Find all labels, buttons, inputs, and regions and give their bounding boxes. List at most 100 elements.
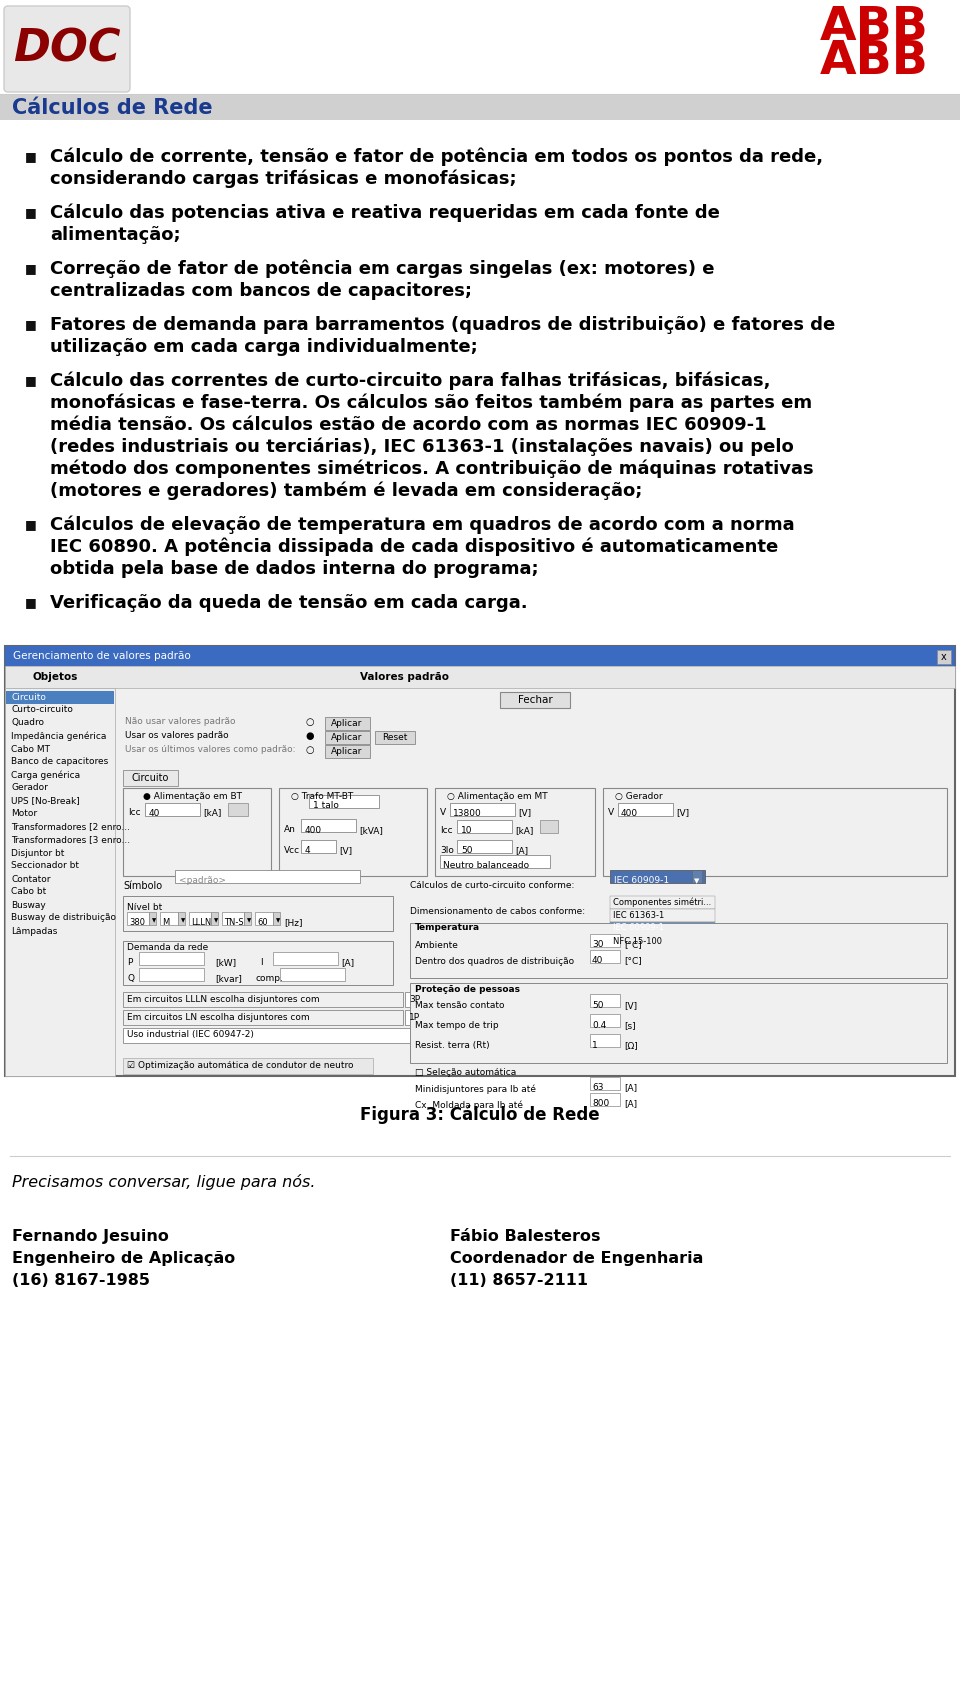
Text: ○ Trafo MT-BT: ○ Trafo MT-BT	[291, 792, 353, 801]
Bar	[123, 1057, 373, 1074]
Text: [A]: [A]	[515, 847, 528, 855]
Text: Cabo MT: Cabo MT	[11, 745, 50, 753]
Text: 50: 50	[461, 847, 472, 855]
Bar	[123, 993, 403, 1006]
Text: Correção de fator de potência em cargas singelas (ex: motores) e: Correção de fator de potência em cargas …	[50, 260, 714, 278]
Text: Reset: Reset	[382, 733, 408, 743]
Text: 800: 800	[592, 1100, 610, 1108]
Bar	[610, 871, 705, 882]
Text: Disjuntor bt: Disjuntor bt	[11, 848, 64, 857]
Bar	[325, 745, 370, 759]
Text: 1: 1	[592, 1040, 598, 1050]
Text: LLLN: LLLN	[191, 918, 211, 927]
Text: ▼: ▼	[181, 918, 185, 923]
Bar	[123, 1028, 447, 1044]
Text: média tensão. Os cálculos estão de acordo com as normas IEC 60909-1: média tensão. Os cálculos estão de acord…	[50, 416, 767, 434]
Text: DOC: DOC	[13, 27, 121, 71]
Bar	[160, 911, 178, 925]
Text: Temperatura: Temperatura	[415, 923, 480, 932]
Bar	[325, 731, 370, 743]
Text: ■: ■	[25, 149, 36, 163]
Text: Objetos: Objetos	[33, 672, 78, 682]
Text: Coordenador de Engenharia: Coordenador de Engenharia	[450, 1251, 704, 1266]
Text: [kvar]: [kvar]	[215, 974, 242, 983]
Text: 0.4: 0.4	[592, 1022, 607, 1030]
Text: IEC 61363-1: IEC 61363-1	[613, 911, 664, 920]
Text: V: V	[440, 808, 446, 816]
Text: [V]: [V]	[518, 808, 531, 816]
Text: 63: 63	[592, 1083, 604, 1091]
Text: [kA]: [kA]	[515, 826, 534, 835]
Text: Verificação da queda de tensão em cada carga.: Verificação da queda de tensão em cada c…	[50, 594, 528, 613]
Bar	[410, 923, 947, 977]
Text: Cabo bt: Cabo bt	[11, 888, 46, 896]
Bar	[437, 1010, 449, 1025]
Bar	[540, 820, 558, 833]
Bar	[405, 1010, 435, 1025]
Bar	[5, 647, 955, 665]
Text: 50: 50	[592, 1001, 604, 1010]
Text: ● Alimentação em BT: ● Alimentação em BT	[143, 792, 242, 801]
FancyBboxPatch shape	[4, 7, 130, 92]
Text: ▼: ▼	[694, 877, 700, 884]
Bar	[189, 911, 211, 925]
Text: Max tensão contato: Max tensão contato	[415, 1001, 505, 1010]
Bar	[590, 950, 620, 962]
Text: [V]: [V]	[624, 1001, 637, 1010]
Bar	[590, 1033, 620, 1047]
Text: [s]: [s]	[624, 1022, 636, 1030]
Text: Resist. terra (Rt): Resist. terra (Rt)	[415, 1040, 490, 1050]
Text: centralizadas com bancos de capacitores;: centralizadas com bancos de capacitores;	[50, 282, 472, 300]
Text: [°C]: [°C]	[624, 940, 641, 949]
Bar	[603, 787, 947, 876]
Text: IEC 60909-1: IEC 60909-1	[614, 876, 669, 886]
Bar	[590, 1015, 620, 1027]
Text: método dos componentes simétricos. A contribuição de máquinas rotativas: método dos componentes simétricos. A con…	[50, 460, 814, 479]
Text: Impedância genérica: Impedância genérica	[11, 731, 107, 742]
Text: Uso industrial (IEC 60947-2): Uso industrial (IEC 60947-2)	[127, 1030, 253, 1040]
Text: □ Seleção automática: □ Seleção automática	[415, 1067, 516, 1078]
Bar	[437, 993, 449, 1006]
Text: UPS [No-Break]: UPS [No-Break]	[11, 796, 80, 806]
Bar	[439, 1028, 451, 1044]
Text: Circuito: Circuito	[132, 774, 169, 782]
Text: Valores padrão: Valores padrão	[361, 672, 449, 682]
Bar	[5, 647, 955, 1076]
Bar	[279, 787, 427, 876]
Bar	[610, 935, 715, 949]
Text: 400: 400	[305, 826, 323, 835]
Text: ■: ■	[25, 373, 36, 387]
Bar	[440, 855, 550, 867]
Bar	[325, 718, 370, 730]
Text: (redes industriais ou terciárias), IEC 61363-1 (instalações navais) ou pelo: (redes industriais ou terciárias), IEC 6…	[50, 438, 794, 456]
Bar	[435, 787, 595, 876]
Text: Dimensionamento de cabos conforme:: Dimensionamento de cabos conforme:	[410, 906, 586, 916]
Text: [kVA]: [kVA]	[359, 826, 383, 835]
Text: ■: ■	[25, 317, 36, 331]
Text: 30: 30	[592, 940, 604, 949]
Text: P: P	[127, 959, 132, 967]
Text: [Ω]: [Ω]	[624, 1040, 637, 1050]
Text: Fernando Jesuino: Fernando Jesuino	[12, 1229, 169, 1244]
Text: ■: ■	[25, 596, 36, 609]
Text: Cálculo das correntes de curto-circuito para falhas trifásicas, bifásicas,: Cálculo das correntes de curto-circuito …	[50, 372, 771, 390]
Bar	[5, 687, 115, 1076]
Text: ABB: ABB	[820, 39, 929, 85]
Text: ▼: ▼	[214, 918, 218, 923]
Text: 60: 60	[257, 918, 268, 927]
Text: Q: Q	[127, 974, 134, 983]
Bar	[590, 994, 620, 1006]
Bar	[222, 911, 244, 925]
Text: (motores e geradores) também é levada em consideração;: (motores e geradores) também é levada em…	[50, 482, 642, 501]
Text: Carga genérica: Carga genérica	[11, 770, 80, 779]
Text: Transformadores [2 enro...: Transformadores [2 enro...	[11, 823, 130, 832]
Bar	[301, 840, 336, 854]
Bar	[590, 1078, 620, 1089]
Text: Demanda da rede: Demanda da rede	[127, 944, 208, 952]
Text: Icc: Icc	[128, 808, 140, 816]
Bar	[211, 911, 218, 925]
Bar	[273, 911, 280, 925]
Bar	[123, 787, 271, 876]
Text: x: x	[941, 652, 947, 662]
Text: alimentação;: alimentação;	[50, 226, 180, 244]
